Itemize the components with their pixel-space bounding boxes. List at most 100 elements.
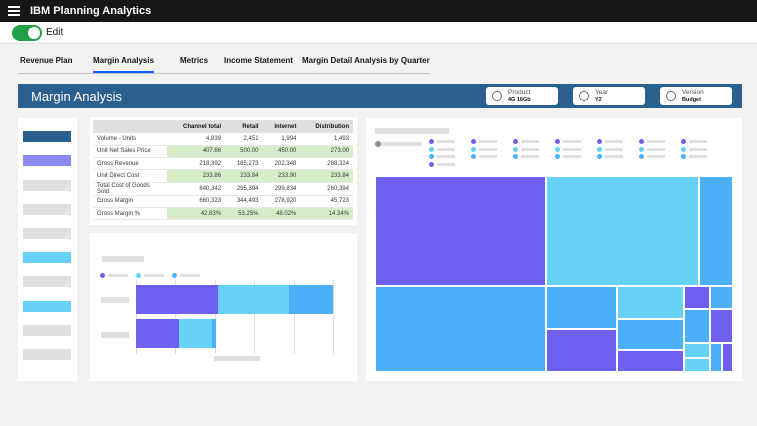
- sidebar-item[interactable]: [23, 228, 71, 239]
- legend-label-placeholder: [437, 147, 455, 151]
- legend-dot: [429, 154, 434, 159]
- table-cell[interactable]: 273.00: [300, 145, 353, 159]
- sidebar-item[interactable]: [23, 204, 71, 215]
- version-selector[interactable]: Version Budget: [660, 87, 732, 105]
- sidebar-panel: [18, 118, 77, 381]
- treemap-slider-track[interactable]: [378, 142, 422, 146]
- legend-dot: [429, 161, 434, 167]
- bar-segment[interactable]: [288, 285, 333, 314]
- sidebar-item[interactable]: [23, 252, 71, 263]
- sidebar-item[interactable]: [23, 349, 71, 360]
- treemap-tile[interactable]: [683, 342, 710, 359]
- sidebar-item[interactable]: [23, 276, 71, 287]
- gridline: [294, 280, 295, 354]
- table-cell[interactable]: 53.25%: [225, 207, 263, 221]
- toggle-knob: [28, 27, 40, 39]
- table-cell[interactable]: 500.00: [225, 145, 263, 159]
- legend-dot: [597, 154, 602, 159]
- treemap-tile[interactable]: [375, 176, 546, 286]
- legend-dot: [471, 139, 476, 144]
- sidebar-item[interactable]: [23, 180, 71, 191]
- legend-label-placeholder: [605, 147, 623, 151]
- bar-chart-title-placeholder: [102, 256, 144, 262]
- table-cell: 1,994: [262, 133, 301, 146]
- table-cell[interactable]: 233.86: [167, 169, 226, 183]
- treemap-plot: [375, 176, 733, 372]
- legend-label-placeholder: [647, 147, 665, 151]
- sidebar-item[interactable]: [23, 301, 71, 312]
- legend-dot: [681, 139, 686, 144]
- edit-toggle[interactable]: [12, 25, 42, 41]
- year-selector[interactable]: Year Y2: [573, 87, 645, 105]
- product-selector[interactable]: Product 4G 16Gb: [486, 87, 558, 105]
- product-selector-label: Product: [508, 89, 531, 96]
- version-selector-value: Budget: [682, 97, 701, 103]
- legend-label-placeholder: [437, 140, 455, 143]
- menu-icon[interactable]: [8, 6, 20, 16]
- tab-margin-detail-analysis[interactable]: Margin Detail Analysis by Quarter: [302, 56, 430, 65]
- gridline: [254, 280, 255, 354]
- treemap-tile[interactable]: [683, 358, 710, 372]
- treemap-tile[interactable]: [722, 342, 733, 372]
- treemap-tile[interactable]: [617, 319, 684, 351]
- treemap-tile[interactable]: [375, 285, 546, 372]
- treemap-tile[interactable]: [683, 285, 710, 310]
- tab-revenue-plan[interactable]: Revenue Plan: [20, 56, 73, 65]
- treemap-tile[interactable]: [617, 350, 684, 372]
- legend-dot: [555, 154, 560, 159]
- treemap-tile[interactable]: [709, 342, 723, 372]
- table-cell[interactable]: 407.66: [167, 145, 226, 159]
- sidebar-item[interactable]: [23, 325, 71, 336]
- legend-label-placeholder: [563, 155, 581, 158]
- gridline: [175, 280, 176, 354]
- table-cell[interactable]: 450.00: [262, 145, 301, 159]
- treemap-tile[interactable]: [617, 285, 684, 320]
- legend-dot: [597, 139, 602, 144]
- bar-segment[interactable]: [178, 319, 213, 348]
- top-bar: IBM Planning Analytics: [0, 0, 757, 22]
- bar-segment[interactable]: [136, 319, 179, 348]
- tab-metrics[interactable]: Metrics: [180, 56, 209, 65]
- legend-dot: [471, 154, 476, 159]
- treemap-tile[interactable]: [545, 328, 618, 372]
- treemap-title-placeholder: [375, 128, 449, 134]
- treemap-tile[interactable]: [709, 309, 733, 343]
- treemap-tile[interactable]: [683, 309, 710, 343]
- legend-dot: [681, 146, 686, 152]
- table-cell[interactable]: 233.90: [262, 169, 301, 183]
- treemap-tile[interactable]: [545, 285, 618, 329]
- app-title: IBM Planning Analytics: [30, 5, 152, 17]
- sidebar-item[interactable]: [23, 131, 71, 142]
- bar-segment[interactable]: [212, 319, 216, 348]
- table-cell: 260,394: [300, 182, 353, 196]
- legend-label-placeholder: [689, 147, 707, 151]
- treemap-tile[interactable]: [545, 176, 699, 286]
- legend-label-placeholder: [144, 274, 164, 277]
- legend-label-placeholder: [479, 155, 497, 158]
- legend-dot: [172, 273, 177, 278]
- legend-dot: [100, 273, 105, 278]
- table-cell: 1,493: [300, 133, 353, 146]
- table-cell[interactable]: 233.84: [225, 169, 263, 183]
- treemap-tile[interactable]: [709, 285, 733, 310]
- sidebar-item[interactable]: [23, 155, 71, 166]
- bar-segment[interactable]: [136, 285, 218, 314]
- page-header: Margin Analysis Product 4G 16Gb Year Y2 …: [18, 84, 742, 108]
- legend-label-placeholder: [605, 155, 623, 158]
- table-cell[interactable]: 42.63%: [167, 207, 226, 221]
- table-cell: 45,723: [300, 195, 353, 208]
- table-header-row: Channel total Retail Internet Distribution: [93, 120, 353, 133]
- treemap-slider-handle[interactable]: [375, 141, 381, 147]
- tab-margin-analysis[interactable]: Margin Analysis: [93, 56, 155, 73]
- table-row-label: Volume - Units: [93, 133, 167, 146]
- legend-label-placeholder: [180, 274, 200, 277]
- table-cell[interactable]: 48.02%: [262, 207, 301, 221]
- treemap-tile[interactable]: [698, 176, 733, 286]
- table-cell: 4,839: [167, 133, 226, 146]
- tab-income-statement[interactable]: Income Statement: [224, 56, 293, 65]
- bar-segment[interactable]: [217, 285, 289, 314]
- table-cell: 344,493: [225, 195, 263, 208]
- table-cell[interactable]: 14.34%: [300, 207, 353, 221]
- year-selector-label: Year: [595, 89, 609, 96]
- table-cell[interactable]: 233.84: [300, 169, 353, 183]
